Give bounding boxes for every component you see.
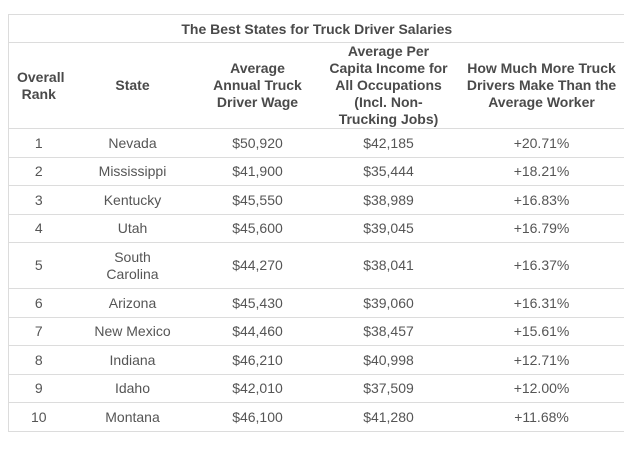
header-wage: Average Annual Truck Driver Wage (196, 42, 319, 129)
difference-cell: +12.71% (458, 345, 624, 375)
table-row: 5 South Carolina $44,270 $38,041 +16.37% (8, 242, 624, 289)
income-cell: $42,185 (318, 128, 459, 158)
wage-cell: $45,430 (196, 288, 319, 318)
income-cell: $39,060 (318, 288, 459, 318)
rank-cell: 9 (8, 373, 69, 403)
table-row: 7 New Mexico $44,460 $38,457 +15.61% (8, 316, 624, 346)
income-cell: $40,998 (318, 345, 459, 375)
wage-cell: $45,550 (196, 185, 319, 215)
state-cell: Mississippi (68, 156, 197, 186)
rank-cell: 6 (8, 288, 69, 318)
difference-cell: +16.31% (458, 288, 624, 318)
table-row: 10 Montana $46,100 $41,280 +11.68% (8, 402, 624, 432)
difference-cell: +12.00% (458, 373, 624, 403)
table-row: 6 Arizona $45,430 $39,060 +16.31% (8, 288, 624, 318)
rank-cell: 5 (8, 242, 69, 289)
difference-cell: +18.21% (458, 156, 624, 186)
wage-cell: $45,600 (196, 213, 319, 243)
income-cell: $39,045 (318, 213, 459, 243)
difference-cell: +16.83% (458, 185, 624, 215)
header-rank: Overall Rank (8, 42, 69, 129)
table-row: 8 Indiana $46,210 $40,998 +12.71% (8, 345, 624, 375)
wage-cell: $46,210 (196, 345, 319, 375)
income-cell: $37,509 (318, 373, 459, 403)
table-header-row: Overall Rank State Average Annual Truck … (8, 42, 624, 129)
state-cell: Kentucky (68, 185, 197, 215)
income-cell: $38,457 (318, 316, 459, 346)
wage-cell: $50,920 (196, 128, 319, 158)
wage-cell: $41,900 (196, 156, 319, 186)
header-difference: How Much More Truck Drivers Make Than th… (458, 42, 624, 129)
rank-cell: 3 (8, 185, 69, 215)
rank-cell: 10 (8, 402, 69, 432)
state-cell: Arizona (68, 288, 197, 318)
difference-cell: +16.37% (458, 242, 624, 289)
difference-cell: +15.61% (458, 316, 624, 346)
wage-cell: $42,010 (196, 373, 319, 403)
header-state: State (68, 42, 197, 129)
difference-cell: +20.71% (458, 128, 624, 158)
rank-cell: 8 (8, 345, 69, 375)
wage-cell: $46,100 (196, 402, 319, 432)
rank-cell: 2 (8, 156, 69, 186)
difference-cell: +11.68% (458, 402, 624, 432)
state-cell: New Mexico (68, 316, 197, 346)
income-cell: $38,041 (318, 242, 459, 289)
rank-cell: 1 (8, 128, 69, 158)
state-cell: Nevada (68, 128, 197, 158)
income-cell: $41,280 (318, 402, 459, 432)
state-cell: Indiana (68, 345, 197, 375)
table-title-row: The Best States for Truck Driver Salarie… (8, 14, 624, 43)
wage-cell: $44,460 (196, 316, 319, 346)
wage-cell: $44,270 (196, 242, 319, 289)
table-row: 4 Utah $45,600 $39,045 +16.79% (8, 213, 624, 243)
table-title: The Best States for Truck Driver Salarie… (8, 14, 624, 43)
state-cell: Idaho (68, 373, 197, 403)
table-row: 3 Kentucky $45,550 $38,989 +16.83% (8, 185, 624, 215)
salary-table: The Best States for Truck Driver Salarie… (8, 14, 624, 432)
income-cell: $38,989 (318, 185, 459, 215)
table-row: 9 Idaho $42,010 $37,509 +12.00% (8, 373, 624, 403)
income-cell: $35,444 (318, 156, 459, 186)
table-row: 2 Mississippi $41,900 $35,444 +18.21% (8, 156, 624, 186)
rank-cell: 4 (8, 213, 69, 243)
state-cell: Utah (68, 213, 197, 243)
salary-table-container: The Best States for Truck Driver Salarie… (8, 14, 624, 432)
state-cell: Montana (68, 402, 197, 432)
difference-cell: +16.79% (458, 213, 624, 243)
state-cell: South Carolina (68, 242, 197, 289)
rank-cell: 7 (8, 316, 69, 346)
header-income: Average Per Capita Income for All Occupa… (318, 42, 459, 129)
table-row: 1 Nevada $50,920 $42,185 +20.71% (8, 128, 624, 158)
